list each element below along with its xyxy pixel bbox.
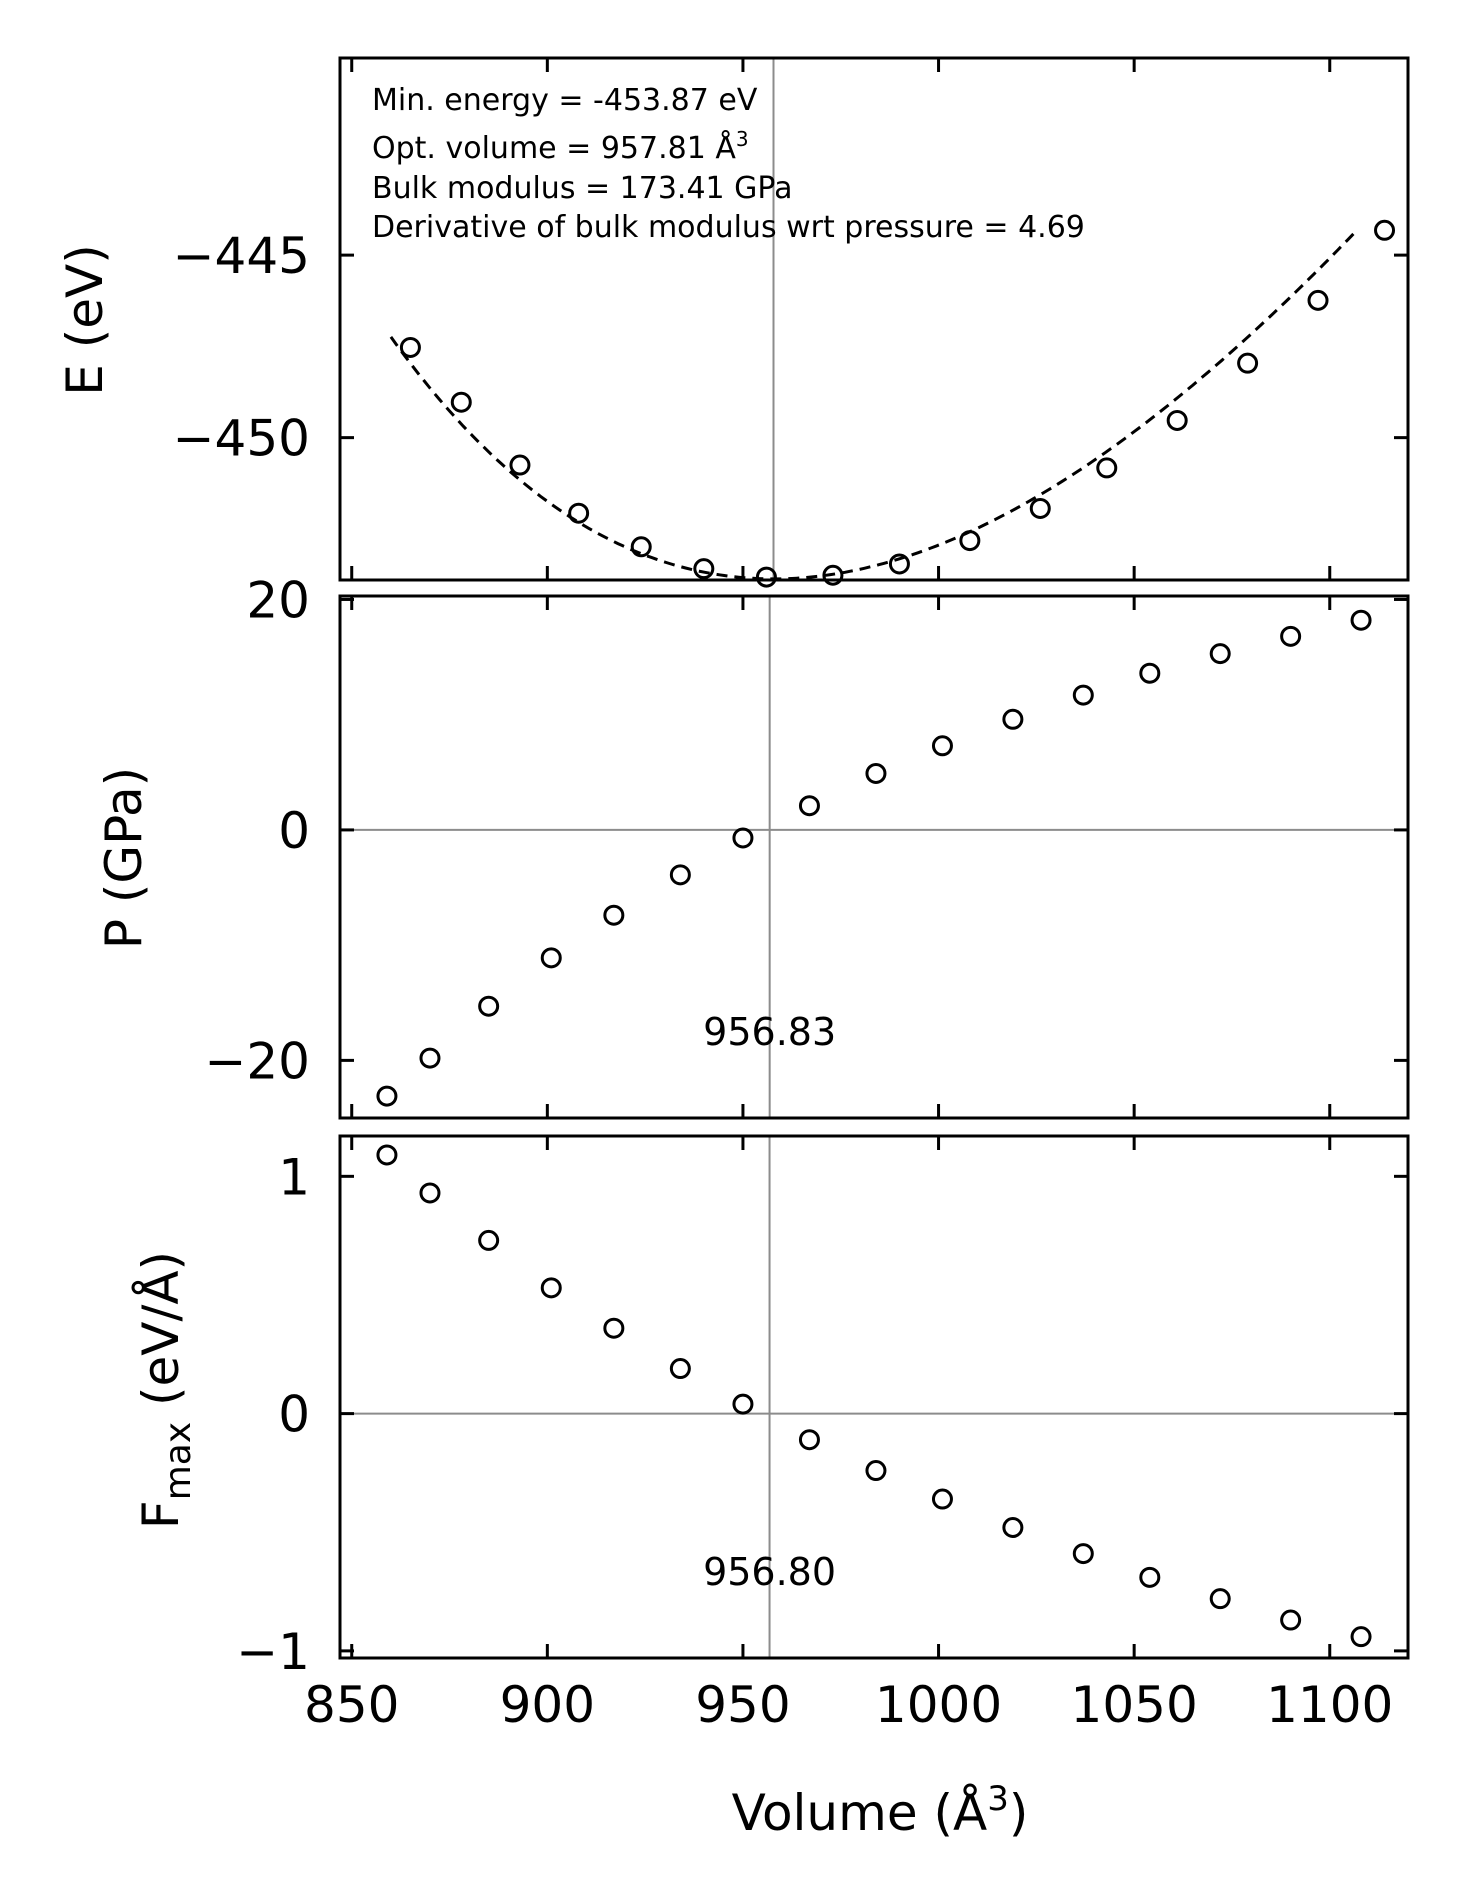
data-point — [755, 566, 777, 588]
x-tick-label: 950 — [695, 1676, 790, 1734]
data-point — [931, 1488, 953, 1510]
data-point — [1280, 1609, 1302, 1631]
data-point — [1002, 1517, 1024, 1538]
data-point — [798, 795, 820, 817]
data-point — [540, 947, 562, 969]
force-y-label-rest: (eV/Å) — [132, 1251, 190, 1422]
data-point — [603, 904, 625, 926]
y-tick-label: −20 — [204, 1032, 310, 1090]
data-point — [540, 1277, 562, 1299]
data-point — [478, 1229, 500, 1251]
y-tick-label: −1 — [236, 1623, 310, 1681]
data-point — [419, 1047, 441, 1069]
data-point — [669, 1358, 691, 1380]
data-point — [1096, 457, 1118, 479]
data-point — [478, 995, 500, 1017]
data-point — [865, 1460, 887, 1482]
data-point — [399, 336, 421, 358]
bulk-modulus-derivative-annotation: Derivative of bulk modulus wrt pressure … — [372, 210, 1085, 245]
force-y-label-main: F — [132, 1500, 190, 1529]
y-tick-label: 1 — [278, 1148, 310, 1206]
data-point — [1209, 1588, 1231, 1610]
x-tick-label: 1000 — [875, 1676, 1002, 1734]
data-point — [798, 1429, 820, 1451]
y-tick-label: 0 — [278, 802, 310, 860]
min-energy-annotation: Min. energy = -453.87 eV — [372, 83, 758, 118]
pressure-y-axis-label: P (GPa) — [95, 767, 153, 949]
force-plot-frame — [338, 1134, 1410, 1660]
y-tick-label: 0 — [278, 1386, 310, 1444]
x-axis-label-superscript: 3 — [987, 1779, 1009, 1819]
data-point — [1209, 643, 1231, 665]
x-tick-label: 1050 — [1071, 1676, 1198, 1734]
force-volume-marker-label: 956.80 — [703, 1550, 836, 1594]
force-y-axis-label: Fmax (eV/Å) — [132, 1251, 199, 1529]
y-tick-label: −445 — [173, 227, 310, 285]
y-tick-label: 20 — [246, 571, 310, 629]
data-point — [1374, 219, 1396, 241]
energy-y-axis-label: E (eV) — [56, 244, 114, 395]
data-point — [1307, 289, 1329, 311]
bulk-modulus-annotation: Bulk modulus = 173.41 GPa — [372, 171, 793, 206]
opt-volume-text: Opt. volume = 957.81 Å — [372, 130, 736, 166]
data-point — [888, 553, 910, 575]
data-point — [1072, 1543, 1094, 1565]
data-point — [822, 564, 844, 586]
opt-volume-superscript: 3 — [736, 127, 749, 151]
data-point — [1350, 1626, 1372, 1648]
x-axis-label-close: ) — [1009, 1784, 1029, 1842]
data-point — [376, 1144, 398, 1166]
data-point — [419, 1182, 441, 1204]
data-point — [1350, 609, 1372, 631]
data-point — [1139, 1566, 1161, 1588]
y-tick-label: −450 — [173, 410, 310, 468]
data-point — [732, 827, 754, 849]
x-tick-labels: 850 900 950 1000 1050 1100 — [304, 1676, 1393, 1734]
energy-panel: −450 −445 Min. energy = -453.87 eV Opt. v… — [56, 56, 1410, 588]
data-point — [1139, 662, 1161, 684]
data-point — [1002, 708, 1024, 730]
data-point — [1280, 625, 1302, 647]
x-tick-label: 1100 — [1266, 1676, 1393, 1734]
data-point — [1029, 497, 1051, 519]
force-y-label-subscript: max — [158, 1422, 199, 1500]
data-point — [865, 762, 887, 784]
data-point — [931, 735, 953, 757]
data-point — [376, 1085, 398, 1107]
data-point — [603, 1317, 625, 1339]
pressure-volume-marker-label: 956.83 — [703, 1010, 836, 1054]
force-panel: −1 0 1 956.80 Fmax (eV/Å) — [132, 1134, 1410, 1681]
x-tick-label: 900 — [500, 1676, 595, 1734]
data-point — [669, 864, 691, 886]
x-tick-label: 850 — [304, 1676, 399, 1734]
data-point — [1072, 684, 1094, 706]
pressure-plot-frame — [338, 594, 1410, 1120]
data-point — [1166, 409, 1188, 431]
x-axis-label-text: Volume (Å — [732, 1784, 988, 1842]
eos-fit-curve — [389, 228, 1359, 581]
pressure-panel: −20 0 20 956.83 P (GPa) — [95, 571, 1410, 1120]
data-point — [693, 558, 715, 580]
data-point — [732, 1393, 754, 1415]
x-axis-label: Volume (Å3) — [732, 1779, 1029, 1842]
data-point — [509, 454, 531, 476]
data-point — [568, 502, 590, 524]
data-point — [1237, 352, 1259, 374]
opt-volume-annotation: Opt. volume = 957.81 Å3 — [372, 127, 749, 166]
data-point — [959, 530, 981, 552]
energy-plot-frame — [338, 56, 1410, 582]
data-point — [450, 391, 472, 413]
data-point — [630, 536, 652, 558]
